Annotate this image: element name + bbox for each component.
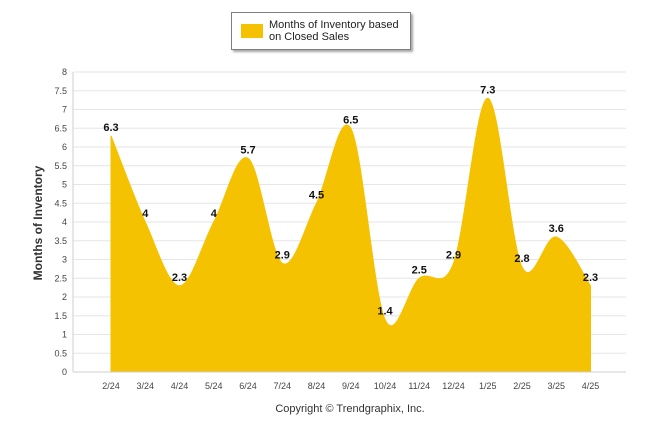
data-label: 2.8 xyxy=(514,253,529,265)
x-tick-label: 7/24 xyxy=(273,381,291,391)
y-tick-label: 0.5 xyxy=(54,348,67,358)
legend-label: Months of Inventory based on Closed Sale… xyxy=(269,19,399,43)
data-label: 2.9 xyxy=(446,249,461,261)
x-tick-label: 9/24 xyxy=(342,381,360,391)
y-tick-label: 6 xyxy=(62,142,67,152)
y-tick-label: 4 xyxy=(62,217,67,227)
data-label: 2.9 xyxy=(275,249,290,261)
y-tick-label: 5 xyxy=(62,180,67,190)
x-tick-label: 8/24 xyxy=(308,381,326,391)
data-label: 5.7 xyxy=(240,144,255,156)
data-label: 1.4 xyxy=(377,306,393,318)
data-labels: 6.3 4 2.3 4 5.7 2.9 4.5 6.5 1.4 2.5 2.9 7.3 2.8 3.6 2.… xyxy=(103,84,598,317)
y-tick-label: 2 xyxy=(62,292,67,302)
y-tick-label: 3.5 xyxy=(54,236,67,246)
x-tick-labels: 2/24 3/24 4/24 5/24 6/24 7/24 8/24 9/24 10/24 11/… xyxy=(102,381,599,391)
area-series xyxy=(110,97,591,373)
x-tick-label: 3/25 xyxy=(547,381,565,391)
x-tick-label: 1/25 xyxy=(479,381,497,391)
data-label: 4 xyxy=(142,208,149,220)
y-tick-label: 7.5 xyxy=(54,86,67,96)
y-tick-label: 5.5 xyxy=(54,161,67,171)
y-tick-label: 8 xyxy=(62,67,67,77)
legend-swatch xyxy=(241,24,263,38)
data-label: 2.5 xyxy=(412,264,427,276)
x-tick-label: 6/24 xyxy=(239,381,257,391)
y-axis-title: Months of Inventory xyxy=(31,165,45,281)
data-label: 7.3 xyxy=(480,84,495,96)
y-tick-label: 6.5 xyxy=(54,123,67,133)
legend: Months of Inventory based on Closed Sale… xyxy=(231,12,411,50)
series-area xyxy=(110,97,591,373)
y-tick-label: 1.5 xyxy=(54,311,67,321)
x-tick-label: 5/24 xyxy=(205,381,223,391)
x-tick-label: 2/25 xyxy=(513,381,531,391)
y-tick-label: 7 xyxy=(62,105,67,115)
y-tick-label: 3 xyxy=(62,255,67,265)
x-tick-label: 11/24 xyxy=(408,381,430,391)
x-tick-label: 4/24 xyxy=(171,381,189,391)
data-label: 4 xyxy=(211,208,218,220)
data-label: 2.3 xyxy=(583,272,598,284)
copyright-text: Copyright © Trendgraphix, Inc. xyxy=(275,403,425,415)
y-tick-label: 4.5 xyxy=(54,198,67,208)
y-tick-label: 1 xyxy=(62,330,67,340)
y-tick-label: 2.5 xyxy=(54,273,67,283)
x-tick-label: 2/24 xyxy=(102,381,120,391)
x-tick-label: 12/24 xyxy=(442,381,465,391)
y-tick-label: 0 xyxy=(62,367,67,377)
data-label: 3.6 xyxy=(549,223,564,235)
axes xyxy=(72,72,626,373)
data-label: 6.3 xyxy=(103,122,118,134)
x-tick-label: 10/24 xyxy=(374,381,397,391)
x-tick-label: 3/24 xyxy=(136,381,154,391)
data-label: 2.3 xyxy=(172,272,187,284)
x-tick-label: 4/25 xyxy=(582,381,600,391)
y-tick-labels: 0 0.5 1 1.5 2 2.5 3 3.5 4 4.5 5 5.5 6 6.5 7 7.5 8 xyxy=(54,67,67,377)
data-label: 6.5 xyxy=(343,114,358,126)
data-label: 4.5 xyxy=(309,189,324,201)
